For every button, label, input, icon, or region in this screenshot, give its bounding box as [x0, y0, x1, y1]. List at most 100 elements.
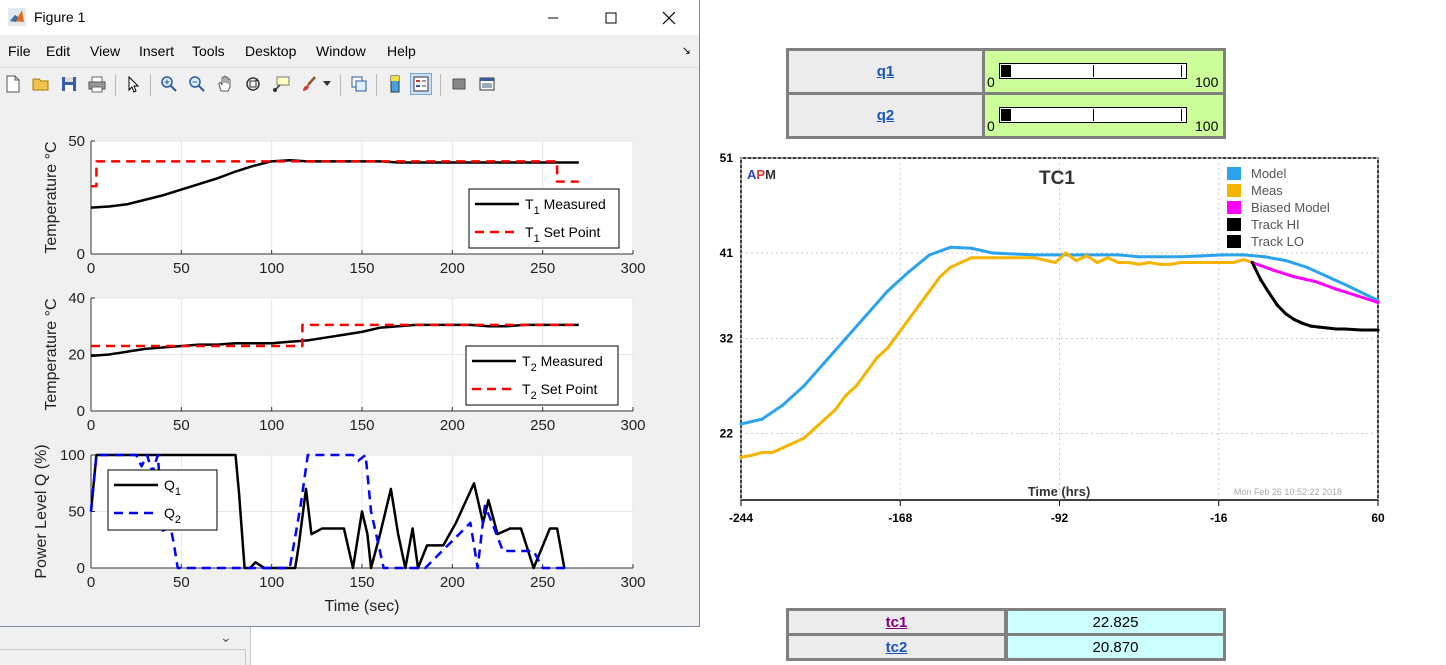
x-tick-label: 200	[440, 417, 465, 434]
data-point	[1271, 268, 1275, 272]
y-tick-label: 41	[720, 246, 734, 260]
menu-desktop[interactable]: Desktop	[245, 43, 297, 59]
print-icon[interactable]	[86, 73, 108, 95]
data-point	[1342, 327, 1347, 331]
series-line	[90, 158, 579, 209]
minimize-button[interactable]	[530, 0, 576, 35]
link-plot-icon[interactable]	[348, 73, 370, 95]
x-tick-label: 250	[530, 574, 555, 591]
minimize-icon	[548, 17, 558, 18]
data-point	[948, 265, 953, 269]
x-axis-label: Time (hrs)	[1028, 484, 1091, 499]
y-tick-label: 50	[68, 504, 85, 521]
rotate-icon[interactable]	[242, 73, 264, 95]
data-point	[927, 253, 932, 257]
new-figure-icon[interactable]	[2, 73, 24, 95]
value-row-tc1: tc1 22.825	[789, 611, 1223, 633]
window-title: Figure 1	[34, 9, 86, 25]
menu-edit[interactable]: Edit	[46, 43, 71, 59]
x-tick-label: 300	[620, 574, 645, 591]
data-point	[770, 450, 775, 455]
legend-swatch	[1227, 184, 1241, 197]
y-tick-label: 100	[60, 447, 85, 464]
open-file-icon[interactable]	[30, 73, 52, 95]
tc1-value: 22.825	[1008, 611, 1223, 633]
data-cursor-icon[interactable]	[270, 73, 292, 95]
data-point	[886, 346, 890, 350]
legend-box	[465, 345, 619, 406]
series-line	[1250, 261, 1378, 332]
data-point	[791, 441, 795, 445]
show-plot-tools-icon[interactable]	[476, 73, 498, 95]
y-tick-label: 0	[77, 246, 85, 263]
data-point	[865, 370, 869, 374]
y-tick-label: 22	[720, 427, 734, 441]
q2-slider[interactable]: 0 100	[985, 95, 1223, 136]
data-point	[739, 455, 743, 459]
data-point	[938, 275, 942, 279]
data-point	[781, 403, 785, 407]
q2-link[interactable]: q2	[876, 107, 895, 124]
legend-icon[interactable]	[410, 73, 432, 95]
data-point	[1116, 260, 1120, 265]
data-point	[739, 422, 743, 426]
legend-label: Track HI	[1251, 217, 1300, 232]
x-tick-label: -16	[1210, 511, 1228, 525]
tc2-link[interactable]: tc2	[885, 638, 908, 656]
legend-box	[107, 469, 218, 531]
pan-icon[interactable]	[214, 73, 236, 95]
y-tick-label: 20	[68, 347, 85, 364]
slider-min-label: 0	[987, 74, 995, 90]
data-point	[1267, 291, 1271, 295]
x-tick-label: 200	[440, 260, 465, 277]
zoom-in-icon[interactable]	[158, 73, 180, 95]
legend-box	[468, 188, 620, 249]
tc1-link[interactable]: tc1	[885, 613, 908, 631]
menu-file[interactable]: File	[8, 43, 31, 59]
brush-icon[interactable]	[298, 73, 320, 95]
x-axis-label: Time (sec)	[325, 598, 400, 615]
dock-arrow-icon[interactable]: ↘	[681, 45, 691, 57]
data-point	[1334, 287, 1338, 291]
data-point	[844, 393, 848, 398]
figure-canvas: 0 50 100 150 200 250 300 0 50 Temperature °C T1 Me…	[0, 100, 699, 626]
menu-help[interactable]: Help	[387, 43, 416, 59]
menu-insert[interactable]: Insert	[139, 43, 175, 59]
data-point	[1179, 255, 1183, 259]
x-tick-label: 150	[349, 260, 374, 277]
brush-dropdown-icon[interactable]	[320, 73, 334, 95]
slider-max-label: 100	[1195, 74, 1219, 90]
q1-slider[interactable]: 0 100	[985, 51, 1223, 92]
x-tick-label: -168	[888, 511, 912, 525]
data-point	[1347, 284, 1351, 288]
slider-handle[interactable]	[1001, 65, 1011, 77]
menu-window[interactable]: Window	[316, 43, 366, 59]
q1-link[interactable]: q1	[876, 63, 895, 80]
data-point	[1300, 321, 1305, 325]
legend: T2 Measured T2 Set Point	[465, 345, 619, 406]
save-icon[interactable]	[58, 73, 80, 95]
data-point	[969, 246, 974, 250]
maximize-icon	[605, 12, 617, 23]
slider-handle[interactable]	[1001, 109, 1011, 121]
maximize-button[interactable]	[588, 0, 634, 35]
colorbar-icon[interactable]	[384, 73, 406, 95]
menu-view[interactable]: View	[90, 43, 121, 59]
x-tick-label: 60	[1371, 511, 1385, 525]
data-point	[1242, 258, 1246, 262]
chevron-down-icon[interactable]: ⌄	[220, 629, 232, 645]
data-point	[749, 453, 754, 457]
data-point	[1011, 256, 1016, 260]
data-point	[760, 417, 764, 421]
series-line	[89, 453, 570, 570]
subplot-3: 0 50 100 150 200 250 300 0 50 100 Power Level Q (%…	[33, 444, 646, 615]
pointer-icon[interactable]	[122, 73, 144, 95]
close-button[interactable]	[646, 0, 692, 35]
hide-plot-tools-icon[interactable]	[448, 73, 470, 95]
zoom-out-icon[interactable]	[186, 73, 208, 95]
menu-tools[interactable]: Tools	[192, 43, 225, 59]
tc2-value: 20.870	[1008, 636, 1223, 658]
apm-tc1-chart[interactable]: -244 -168 -92 -16 60 22 32 41 51 APM TC1 Time (hrs)…	[700, 150, 1400, 530]
x-tick-label: 250	[530, 260, 555, 277]
